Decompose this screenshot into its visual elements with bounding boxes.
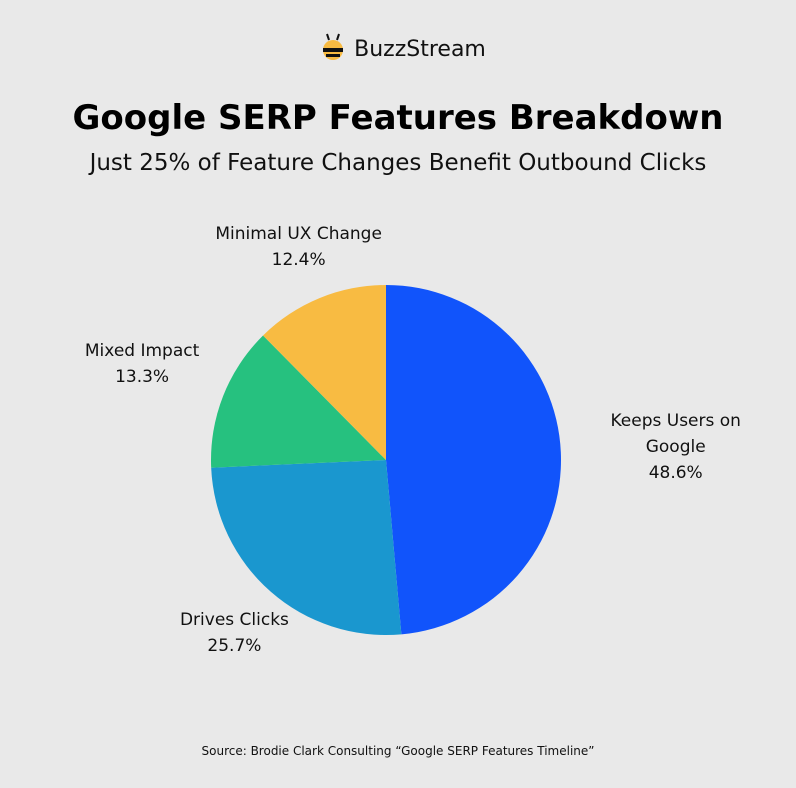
pie-slice [211,335,386,468]
brand-name: BuzzStream [354,36,486,62]
slice-value: 25.7% [207,636,262,656]
slice-label: Mixed Impact 13.3% [32,338,252,390]
slice-value: 13.3% [115,367,170,388]
pie-slice [263,285,386,460]
chart-subtitle: Just 25% of Feature Changes Benefit Outb… [89,150,707,176]
slice-label: Minimal UX Change 12.4% [189,221,409,273]
slice-name: Mixed Impact [84,341,200,362]
pie-slice [386,285,561,635]
slice-value: 48.6% [648,463,703,484]
logo: BuzzStream [0,36,796,62]
logo-icon [323,33,343,60]
slice-name: Keeps Users on Google [610,411,741,458]
source-note: Source: Brodie Clark Consulting “Google … [201,744,595,758]
pie-slice [211,460,402,635]
slice-name: Minimal UX Change [215,224,382,245]
chart-title: Google SERP Features Breakdown [72,98,724,138]
slice-label: Keeps Users on Google 48.6% [601,408,751,486]
slice-name: Drives Clicks [179,610,289,630]
slice-label: Drives Clicks 25.7% [124,607,344,659]
slice-value: 12.4% [271,250,326,271]
